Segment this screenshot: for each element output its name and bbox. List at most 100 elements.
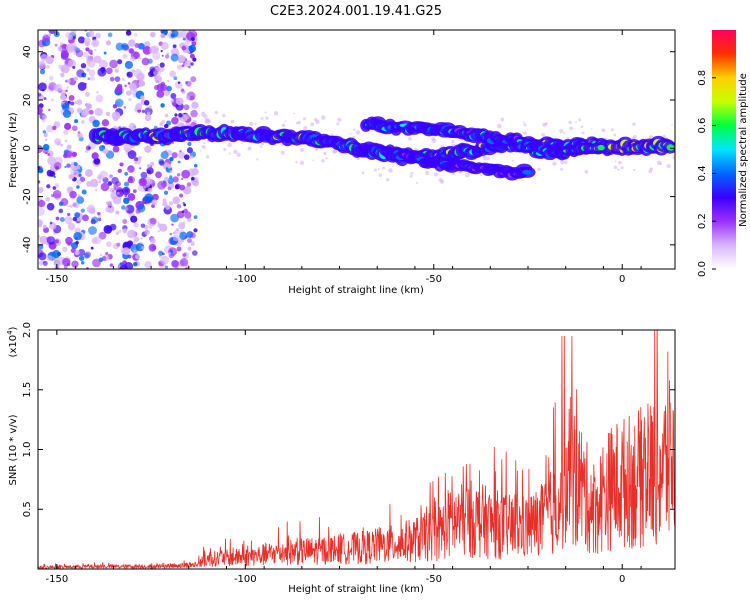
spectrogram-speckle: [115, 231, 120, 235]
spectrogram-ridge-core: [597, 144, 605, 151]
spectrogram-speckle: [152, 51, 161, 60]
spectrogram-speckle: [564, 160, 568, 165]
spectrogram-speckle: [69, 190, 77, 199]
spectrogram-y-ticks: 40 20 0 -20 -40: [22, 45, 675, 253]
spectrogram-speckle: [187, 246, 192, 251]
spectrogram-speckle: [183, 104, 190, 111]
spectrogram-speckle: [189, 53, 195, 59]
spectrogram-speckle: [66, 79, 71, 84]
spectrogram-speckle: [174, 184, 180, 190]
spectrogram-speckle: [633, 134, 637, 139]
spectrogram-speckle: [138, 79, 146, 87]
spectrogram-speckle: [76, 99, 83, 106]
spectrogram-speckle: [112, 145, 120, 153]
spectrogram-speckle: [105, 252, 109, 256]
x-tick-label: -150: [45, 274, 68, 285]
spectrogram-speckle: [161, 120, 165, 124]
spectrogram-speckle: [85, 103, 93, 110]
spectrogram-speckle: [62, 109, 72, 118]
spectrogram-speckle: [293, 112, 296, 115]
spectrogram-speckle: [52, 166, 55, 169]
x-tick-label: 0: [619, 574, 625, 585]
spectrogram-speckle: [75, 49, 84, 58]
spectrogram-speckle: [39, 235, 48, 245]
spectrogram-speckle: [59, 43, 69, 53]
x-tick-label: -100: [234, 574, 257, 585]
spectrogram-speckle: [247, 146, 252, 151]
spectrogram-speckle: [166, 52, 170, 55]
spectrogram-speckle: [109, 187, 115, 193]
spectrogram-speckle: [55, 216, 60, 221]
spectrogram-speckle: [65, 32, 72, 39]
spectrogram-speckle: [74, 212, 81, 219]
spectrogram-speckle: [187, 141, 192, 147]
spectrogram-speckle: [88, 226, 97, 235]
spectrogram-speckle: [134, 42, 140, 48]
spectrogram-speckle: [133, 262, 138, 267]
spectrogram-speckle: [76, 196, 85, 204]
spectrogram-speckle: [80, 261, 85, 265]
x-tick-label: 0: [619, 274, 625, 285]
spectrogram-speckle: [140, 242, 143, 245]
spectrogram-speckle: [101, 119, 110, 127]
spectrogram-speckle: [134, 157, 139, 162]
spectrogram-speckle: [83, 52, 89, 58]
spectrogram-speckle: [249, 121, 254, 126]
spectrogram-speckle: [388, 168, 393, 173]
spectrogram-speckle: [333, 149, 338, 154]
spectrogram-speckle: [184, 211, 192, 219]
spectrogram-speckle: [42, 143, 50, 151]
spectrogram-speckle: [176, 196, 180, 201]
spectrogram-speckle: [126, 240, 133, 247]
spectrogram-speckle: [193, 164, 198, 168]
spectrogram-speckle: [156, 83, 165, 92]
spectrogram-speckle: [107, 32, 113, 38]
spectrogram-speckle: [86, 181, 93, 187]
spectrogram-speckle: [174, 113, 178, 117]
spectrogram-speckle: [180, 88, 185, 92]
spectrogram-speckle: [109, 263, 114, 267]
spectrogram-speckle: [114, 68, 119, 73]
spectrogram-speckle: [183, 186, 192, 195]
spectrogram-speckle: [169, 232, 173, 236]
spectrogram-speckle: [66, 86, 69, 89]
spectrogram-speckle: [176, 64, 183, 70]
spectrogram-speckle: [130, 215, 138, 223]
spectrogram-speckle: [193, 228, 198, 233]
spectrogram-speckle: [46, 255, 53, 262]
spectrogram-speckle: [46, 202, 55, 211]
spectrogram-speckle: [92, 119, 100, 128]
spectrogram-speckle: [111, 176, 119, 185]
spectrogram-speckle: [38, 82, 47, 92]
spectrogram-ridge-core: [521, 169, 533, 175]
spectrogram-speckle: [64, 139, 68, 143]
spectrogram-speckle: [170, 99, 174, 103]
spectrogram-speckle: [91, 216, 99, 224]
spectrogram-speckle: [71, 151, 78, 158]
spectrogram-speckle: [42, 224, 47, 229]
spectrogram-speckle: [202, 111, 205, 114]
spectrogram-speckle: [105, 206, 111, 213]
spectrogram-speckle: [100, 182, 110, 192]
spectrogram-speckle: [353, 128, 356, 131]
spectrogram-speckle: [54, 239, 60, 244]
colorbar-tick-label: 0.6: [697, 118, 708, 134]
spectrogram-speckle: [151, 183, 156, 187]
colorbar-ticks: 0.0 0.2 0.4 0.6 0.8: [697, 70, 716, 277]
spectrogram-speckle: [114, 76, 121, 82]
spectrogram-speckle: [182, 201, 185, 205]
spectrogram-speckle: [381, 166, 385, 170]
spectrogram-speckle: [179, 193, 184, 198]
spectrogram-speckle: [179, 184, 186, 191]
spectrogram-speckle: [77, 194, 81, 197]
spectrogram-speckle: [74, 250, 80, 256]
spectrogram-speckle: [190, 37, 195, 42]
spectrogram-speckle: [131, 69, 135, 73]
spectrogram-speckle: [125, 204, 135, 214]
spectrogram-speckle: [159, 223, 168, 232]
spectrogram-speckle: [54, 138, 62, 146]
spectrogram-speckle: [72, 65, 76, 69]
snr-x-ticks: -150 -100 -50 0: [37, 330, 642, 585]
spectrogram-speckle: [109, 59, 118, 69]
spectrogram-speckle: [144, 193, 154, 203]
